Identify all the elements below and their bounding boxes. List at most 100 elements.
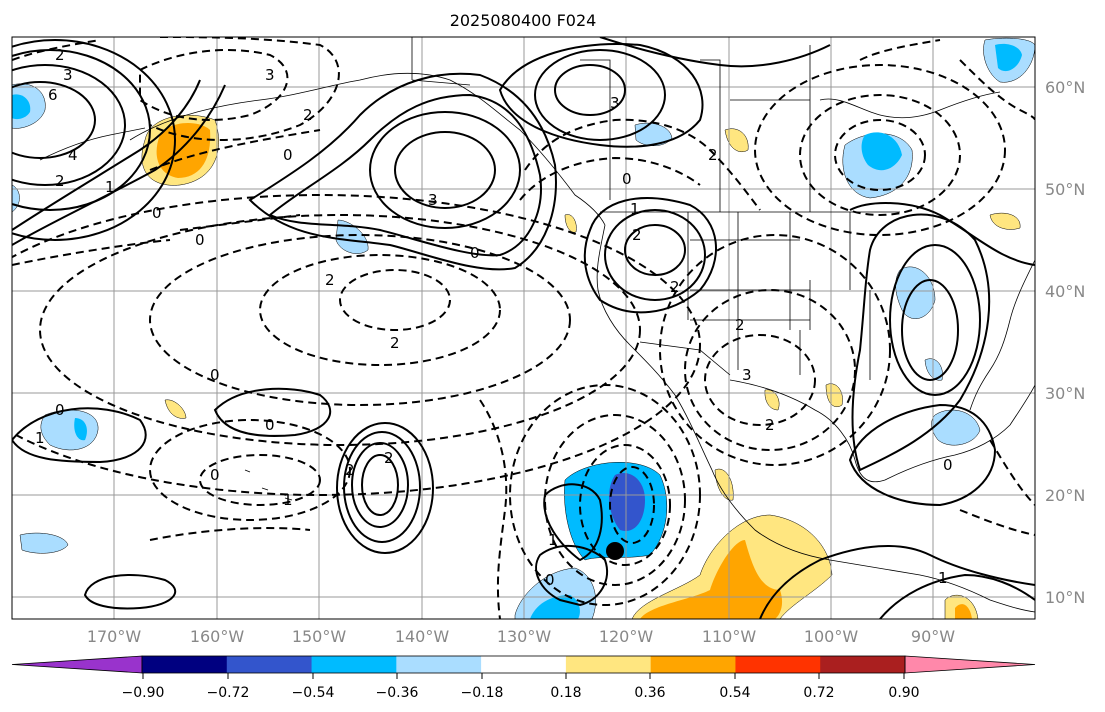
contour-northeast [849, 202, 1035, 266]
contour-label: 0 [283, 146, 293, 164]
colorbar-swatch [396, 656, 482, 673]
contour-label: 2 [55, 46, 65, 64]
contour-south-dashed [149, 527, 311, 541]
colorbar-tick-label: 0.90 [888, 685, 919, 701]
contour-alaska-low-2 [149, 37, 340, 141]
contour-mexico-low-2 [684, 289, 856, 451]
contour-label: 2 [670, 278, 680, 296]
contour-label: 0 [545, 571, 555, 589]
contour-north-pacific-3 [12, 239, 171, 266]
colorbar-tick-label: 0.18 [550, 685, 581, 701]
contour-label: 1 [630, 200, 640, 218]
contour-label: 0 [210, 466, 220, 484]
colorbar-swatch [565, 656, 652, 673]
contour-west-us-high-2 [604, 209, 706, 301]
contour-bering-low [12, 39, 101, 61]
contour-canada-low-1 [834, 119, 926, 191]
colorbar-tick-label: 0.36 [634, 685, 665, 701]
colorbar-tick-label: −0.90 [122, 685, 165, 701]
contour-label: 1 [283, 491, 293, 509]
contour-label: 3 [63, 66, 73, 84]
anomaly-negative-small-sw [19, 532, 69, 554]
contour-labels: 3 6 4 2 1 0 2 3 0 2 3 0 2 0 2 1 2 2 2 3 … [35, 46, 953, 589]
border-alaska-canada [411, 37, 471, 86]
lon-label: 140°W [395, 627, 450, 646]
contour-north-pacific-1 [149, 129, 321, 171]
lon-label: 100°W [804, 627, 859, 646]
lat-label: 20°N [1045, 486, 1085, 505]
contour-west-coast-2 [519, 156, 701, 201]
contour-alaska-gulf-high-1 [394, 131, 496, 209]
lat-label: 10°N [1045, 588, 1085, 607]
contour-label: 2 [345, 461, 355, 479]
lon-label: 90°W [911, 627, 955, 646]
lon-label: 150°W [292, 627, 347, 646]
colorbar-tick-label: −0.72 [207, 685, 250, 701]
contour-se-2 [959, 509, 1035, 536]
anomaly-negative-hawaii-west-core [74, 418, 87, 441]
lon-label: 120°W [599, 627, 654, 646]
anomaly-negative-greenland-core [995, 43, 1022, 72]
contour-label: 1 [548, 531, 558, 549]
contour-bc-high-1 [554, 64, 626, 116]
anomaly-positive-pacific-small [164, 399, 187, 419]
contour-alaska-gulf-high-2 [369, 111, 521, 229]
lat-label: 30°N [1045, 384, 1085, 403]
anomaly-negative-nw-core [12, 94, 31, 120]
contour-label: 0 [470, 244, 480, 262]
coastline-aleutians [39, 127, 146, 161]
contour-mid-pacific [213, 387, 332, 437]
contour-tc-low-1 [609, 466, 655, 544]
gridlines [12, 37, 1035, 619]
colorbar-tick-label: 0.54 [719, 685, 750, 701]
contour-mexico-low-3 [659, 234, 891, 466]
contour-canada-low-3 [754, 64, 1006, 236]
contour-hawaii-low-2 [149, 419, 351, 521]
contour-low-east-pacific-1 [339, 269, 451, 331]
contour-caribbean-1 [759, 545, 1035, 619]
contour-label: 2 [735, 316, 745, 334]
contour-se-1 [989, 439, 1035, 506]
contour-east-trough-2 [889, 244, 981, 396]
contour-arctic-2 [12, 79, 201, 231]
lon-label: 160°W [190, 627, 245, 646]
contour-caribbean-2 [879, 573, 1035, 619]
province-borders [580, 45, 811, 212]
lat-label: 40°N [1045, 282, 1085, 301]
anomaly-negative-canada-east-core [861, 132, 902, 171]
contour-label: 0 [55, 401, 65, 419]
anomaly-positive-central-am-core [955, 604, 972, 619]
colorbar-extend-high [904, 655, 1036, 674]
contour-hawaii-low-1 [199, 454, 321, 506]
contour-tc-low-3 [544, 414, 686, 586]
contour-bc-high-3 [498, 43, 704, 148]
contour-aleutian-low-4 [12, 39, 176, 241]
contour-label: 2 [303, 106, 313, 124]
contour-tc-low-4 [509, 384, 701, 606]
colorbar-swatch [820, 656, 906, 673]
contour-south-pacific [83, 574, 177, 610]
colorbar-extend-low [11, 655, 143, 674]
contour-label: 0 [622, 170, 632, 188]
contours-negative [12, 37, 1035, 619]
map-title: 2025080400 F024 [450, 11, 597, 30]
contour-label: 3 [742, 366, 752, 384]
colorbar-swatch [650, 656, 736, 673]
contour-label: 0 [195, 231, 205, 249]
contour-aleutian-low-2 [12, 64, 126, 186]
colorbar-swatch [142, 656, 228, 673]
contour-mexico-low-1 [704, 334, 816, 426]
contour-west-us-high-3 [583, 197, 717, 314]
contour-tc-low-2 [579, 444, 671, 566]
contour-label: 2 [325, 271, 335, 289]
anomaly-negative-hawaii-west [40, 409, 99, 451]
contour-aleutian-low-1 [12, 81, 96, 159]
lat-label: 50°N [1045, 180, 1085, 199]
contour-label: 2 [765, 416, 775, 434]
anomaly-negative-pacific-a [335, 219, 369, 254]
contour-label: 3 [265, 66, 275, 84]
contour-subtropical-high-4 [336, 422, 434, 554]
contour-label: 1 [938, 569, 948, 587]
colorbar-frame [141, 655, 906, 674]
contour-label: 4 [68, 146, 78, 164]
